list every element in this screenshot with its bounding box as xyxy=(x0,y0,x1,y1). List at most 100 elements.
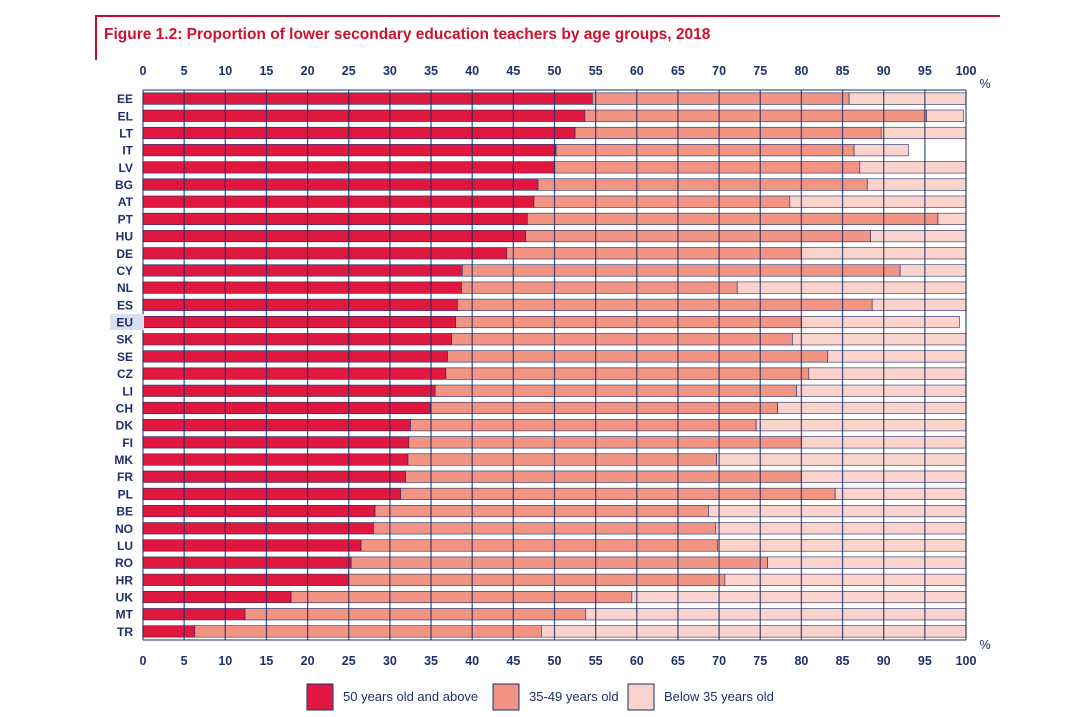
bar-be-series-2 xyxy=(708,505,967,518)
legend-label-2: Below 35 years old xyxy=(664,689,774,704)
axis-unit-top: % xyxy=(979,77,990,91)
category-label-de: DE xyxy=(116,247,133,261)
tick-label-top: 60 xyxy=(630,64,644,78)
bar-eu-series-2 xyxy=(801,315,960,329)
bar-se-series-0 xyxy=(142,350,448,363)
tick-label-bottom: 20 xyxy=(301,654,315,668)
tick-label-top: 25 xyxy=(342,64,356,78)
bar-eu-series-0 xyxy=(142,315,457,329)
bar-cy-series-0 xyxy=(142,264,463,277)
tick-label-top: 5 xyxy=(181,64,188,78)
tick-label-top: 100 xyxy=(956,64,977,78)
legend-swatch-0 xyxy=(306,683,334,711)
bar-pl-series-0 xyxy=(142,487,401,500)
bar-lu-series-0 xyxy=(142,539,362,552)
category-label-se: SE xyxy=(117,350,133,364)
bar-hr-series-0 xyxy=(142,573,350,586)
tick-label-top: 65 xyxy=(671,64,685,78)
bar-lv-series-1 xyxy=(554,161,861,174)
tick-label-bottom: 60 xyxy=(630,654,644,668)
tick-label-top: 85 xyxy=(836,64,850,78)
tick-label-bottom: 70 xyxy=(712,654,726,668)
category-label-eu: EU xyxy=(116,316,133,330)
bar-li-series-0 xyxy=(142,384,436,397)
bar-cz-series-2 xyxy=(808,367,967,380)
tick-label-top: 55 xyxy=(589,64,603,78)
bar-sk-series-1 xyxy=(451,333,793,346)
category-label-fi: FI xyxy=(122,436,133,450)
category-label-cz: CZ xyxy=(117,367,133,381)
bar-ch-series-0 xyxy=(142,401,431,415)
bar-li-series-1 xyxy=(434,384,797,397)
bar-ro-series-0 xyxy=(142,556,352,569)
bar-el-series-0 xyxy=(142,109,586,122)
tick-label-bottom: 50 xyxy=(548,654,562,668)
category-label-mk: MK xyxy=(114,453,133,467)
legend-swatch-2 xyxy=(627,683,655,711)
bar-pt-series-0 xyxy=(142,212,528,225)
category-label-lu: LU xyxy=(117,539,133,553)
bar-tr-series-1 xyxy=(194,625,542,638)
tick-label-bottom: 90 xyxy=(877,654,891,668)
bar-cz-series-1 xyxy=(445,367,810,380)
bar-hr-series-2 xyxy=(724,573,967,586)
bar-fr-series-1 xyxy=(405,470,802,483)
bar-at-series-2 xyxy=(789,195,967,208)
category-label-pl: PL xyxy=(118,487,133,501)
bar-tr-series-0 xyxy=(142,625,196,638)
bar-el-series-2 xyxy=(926,109,964,122)
category-label-es: ES xyxy=(117,298,133,312)
tick-label-top: 95 xyxy=(918,64,932,78)
legend-label-0: 50 years old and above xyxy=(343,689,478,704)
category-label-sk: SK xyxy=(116,333,133,347)
category-label-bg: BG xyxy=(115,178,133,192)
bar-mt-series-2 xyxy=(585,608,967,621)
bar-mk-series-0 xyxy=(142,453,409,466)
bar-ee-series-0 xyxy=(142,92,593,105)
bar-uk-series-1 xyxy=(290,590,633,604)
legend-swatch-1 xyxy=(492,683,520,711)
bar-se-series-1 xyxy=(447,350,829,363)
tick-label-bottom: 75 xyxy=(753,654,767,668)
tick-label-bottom: 15 xyxy=(259,654,273,668)
bar-cy-series-1 xyxy=(462,264,901,277)
category-label-pt: PT xyxy=(118,212,134,226)
tick-label-top: 90 xyxy=(877,64,891,78)
bar-at-series-1 xyxy=(533,195,791,208)
bar-dk-series-0 xyxy=(142,419,411,432)
category-label-li: LI xyxy=(122,384,133,398)
bar-nl-series-0 xyxy=(142,281,462,294)
bar-es-series-2 xyxy=(871,298,967,311)
bar-hr-series-1 xyxy=(348,573,726,586)
bar-nl-series-1 xyxy=(461,281,738,294)
bar-mk-series-2 xyxy=(716,453,967,466)
tick-label-top: 40 xyxy=(465,64,479,78)
bar-dk-series-1 xyxy=(410,419,757,432)
bar-cy-series-2 xyxy=(899,264,967,277)
bar-sk-series-0 xyxy=(142,333,452,346)
tick-label-top: 10 xyxy=(218,64,232,78)
tick-label-bottom: 40 xyxy=(465,654,479,668)
tick-label-bottom: 45 xyxy=(506,654,520,668)
category-label-be: BE xyxy=(116,505,133,519)
bar-mt-series-0 xyxy=(142,608,246,621)
bar-cz-series-0 xyxy=(142,367,447,380)
bar-no-series-2 xyxy=(715,522,967,535)
tick-label-bottom: 25 xyxy=(342,654,356,668)
bar-fr-series-0 xyxy=(142,470,406,483)
bar-lu-series-1 xyxy=(360,539,718,552)
bar-tr-series-2 xyxy=(541,625,967,638)
bar-ro-series-1 xyxy=(350,556,768,569)
tick-label-top: 30 xyxy=(383,64,397,78)
category-label-lv: LV xyxy=(119,161,133,175)
bar-no-series-1 xyxy=(373,522,717,535)
tick-label-bottom: 35 xyxy=(424,654,438,668)
bar-de-series-1 xyxy=(506,247,802,260)
bar-it-series-0 xyxy=(142,144,557,157)
bar-ee-series-2 xyxy=(848,92,967,105)
bar-uk-series-0 xyxy=(142,590,292,604)
tick-label-bottom: 80 xyxy=(794,654,808,668)
bar-hu-series-1 xyxy=(525,230,871,243)
tick-label-bottom: 95 xyxy=(918,654,932,668)
bar-ro-series-2 xyxy=(767,556,967,569)
